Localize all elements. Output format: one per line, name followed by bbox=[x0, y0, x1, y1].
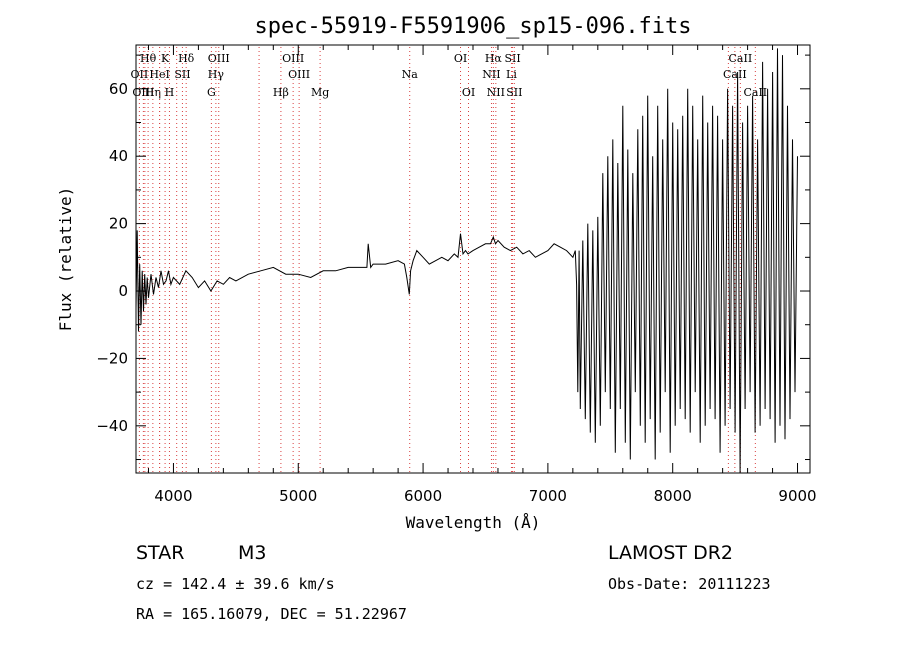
line-marker-label: OIII bbox=[208, 52, 230, 65]
line-marker-label: CaII bbox=[743, 86, 767, 99]
line-marker-label: Li bbox=[506, 68, 517, 81]
coordinates: RA = 165.16079, DEC = 51.22967 bbox=[136, 605, 407, 623]
x-tick-label: 9000 bbox=[778, 487, 816, 505]
line-marker-label: Hγ bbox=[208, 68, 225, 81]
y-tick-label: 60 bbox=[109, 80, 128, 98]
line-marker-label: NII bbox=[482, 68, 500, 81]
y-tick-label: −20 bbox=[96, 349, 128, 367]
line-marker-label: OI bbox=[462, 86, 475, 99]
line-marker-label: G bbox=[207, 86, 216, 99]
y-axis-ticks: −40 −20 0 20 40 60 bbox=[96, 54, 810, 461]
x-tick-label: 7000 bbox=[529, 487, 567, 505]
line-marker-label: Hα bbox=[485, 52, 503, 65]
object-class: STAR bbox=[136, 542, 185, 564]
object-subclass: M3 bbox=[238, 542, 267, 564]
y-tick-label: 0 bbox=[118, 282, 128, 300]
x-tick-label: 6000 bbox=[404, 487, 442, 505]
x-axis-label: Wavelength (Å) bbox=[406, 513, 541, 532]
line-marker-label: Na bbox=[402, 68, 419, 81]
survey-name: LAMOST DR2 bbox=[608, 542, 733, 564]
line-marker-label: OI bbox=[454, 52, 467, 65]
line-marker-label: OIII bbox=[282, 52, 304, 65]
x-axis-ticks: 4000 5000 6000 7000 8000 9000 bbox=[147, 45, 817, 505]
line-marker-label: Mg bbox=[311, 86, 329, 99]
line-marker-label: SII bbox=[504, 52, 520, 65]
spectrum-layer bbox=[136, 48, 798, 473]
line-marker-label: H bbox=[165, 86, 175, 99]
y-axis-label: Flux (relative) bbox=[56, 187, 75, 332]
line-marker-label: K bbox=[161, 52, 170, 65]
line-marker-label: Hδ bbox=[178, 52, 195, 65]
y-tick-label: 40 bbox=[109, 147, 128, 165]
line-marker-label: SII bbox=[174, 68, 190, 81]
line-marker-label: CaII bbox=[729, 52, 753, 65]
spectrum-series-line bbox=[136, 48, 798, 473]
redshift-velocity: cz = 142.4 ± 39.6 km/s bbox=[136, 575, 335, 593]
line-marker-label: NII bbox=[487, 86, 505, 99]
line-marker-label: OII bbox=[131, 68, 149, 81]
line-marker-label: SII bbox=[506, 86, 522, 99]
line-marker-label: HeI bbox=[149, 68, 169, 81]
line-marker-label: Hθ bbox=[140, 52, 157, 65]
line-marker-label: OIII bbox=[288, 68, 310, 81]
x-tick-label: 5000 bbox=[279, 487, 317, 505]
chart-title: spec-55919-F5591906_sp15-096.fits bbox=[254, 14, 691, 39]
x-tick-label: 8000 bbox=[654, 487, 692, 505]
observation-date: Obs-Date: 20111223 bbox=[608, 575, 771, 593]
line-marker-label: CaII bbox=[723, 68, 747, 81]
line-marker-label: Hβ bbox=[273, 86, 289, 99]
y-tick-label: 20 bbox=[109, 215, 128, 233]
x-tick-label: 4000 bbox=[154, 487, 192, 505]
line-marker-label: Hη bbox=[145, 86, 161, 99]
y-tick-label: −40 bbox=[96, 417, 128, 435]
